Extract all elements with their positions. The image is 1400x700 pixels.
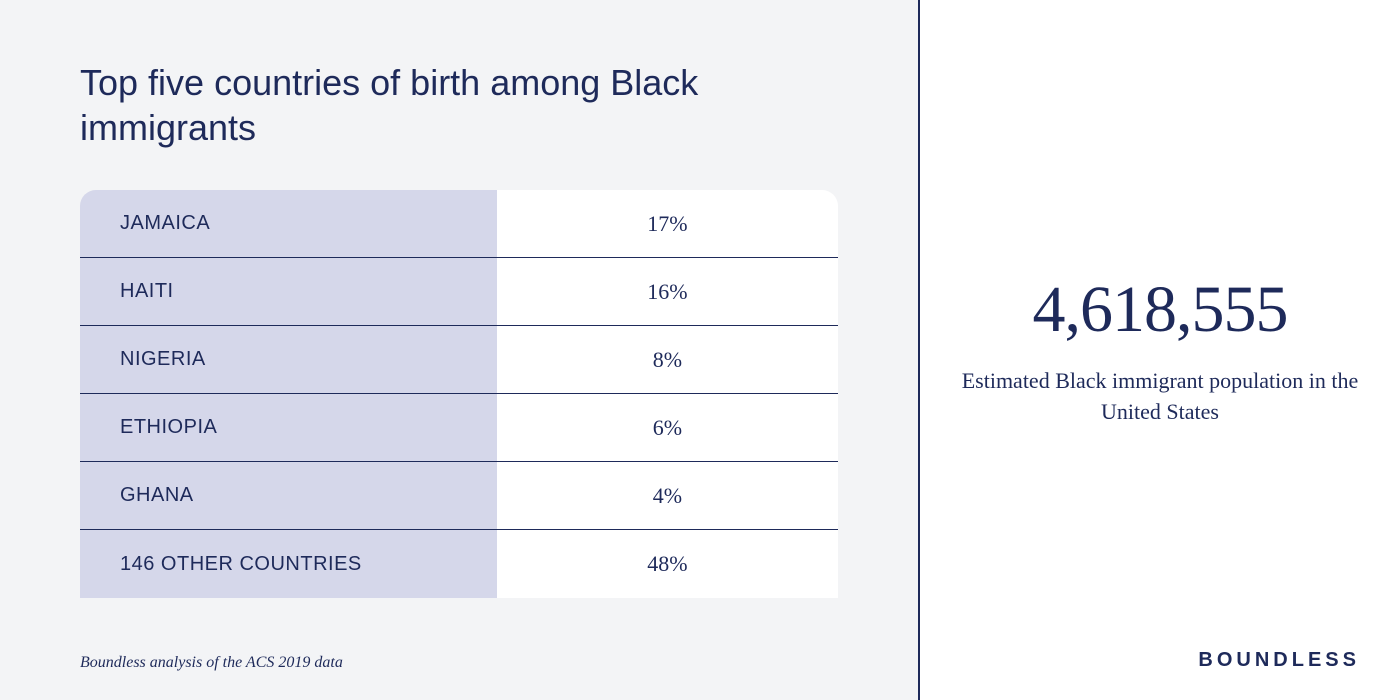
countries-table: JAMAICA 17% HAITI 16% NIGERIA 8% ETHIOPI…	[80, 190, 838, 598]
percent-cell: 16%	[497, 258, 838, 325]
table-row: GHANA 4%	[80, 462, 838, 530]
right-panel: 4,618,555 Estimated Black immigrant popu…	[920, 0, 1400, 700]
country-cell: 146 OTHER COUNTRIES	[80, 530, 497, 598]
percent-cell: 48%	[497, 530, 838, 598]
country-cell: ETHIOPIA	[80, 394, 497, 461]
panel-title: Top five countries of birth among Black …	[80, 60, 838, 150]
source-note: Boundless analysis of the ACS 2019 data	[80, 654, 343, 672]
percent-cell: 6%	[497, 394, 838, 461]
table-row: NIGERIA 8%	[80, 326, 838, 394]
percent-cell: 17%	[497, 190, 838, 257]
table-row: ETHIOPIA 6%	[80, 394, 838, 462]
left-panel: Top five countries of birth among Black …	[0, 0, 920, 700]
country-cell: HAITI	[80, 258, 497, 325]
headline-number: 4,618,555	[1033, 272, 1288, 348]
brand-logo: BOUNDLESS	[1198, 649, 1360, 672]
country-cell: GHANA	[80, 462, 497, 529]
headline-caption: Estimated Black immigrant population in …	[960, 366, 1360, 428]
percent-cell: 4%	[497, 462, 838, 529]
table-row: 146 OTHER COUNTRIES 48%	[80, 530, 838, 598]
percent-cell: 8%	[497, 326, 838, 393]
country-cell: NIGERIA	[80, 326, 497, 393]
table-row: HAITI 16%	[80, 258, 838, 326]
table-row: JAMAICA 17%	[80, 190, 838, 258]
country-cell: JAMAICA	[80, 190, 497, 257]
